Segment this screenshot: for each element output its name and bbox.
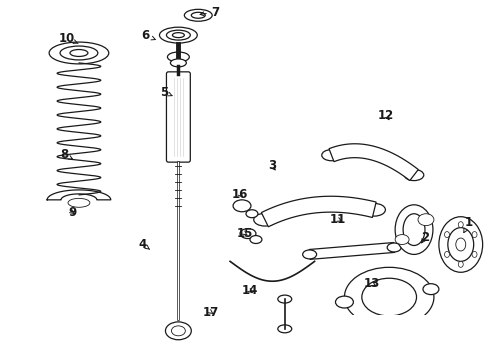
Text: 4: 4: [139, 238, 149, 251]
Ellipse shape: [159, 27, 197, 43]
Polygon shape: [261, 196, 376, 227]
Ellipse shape: [472, 231, 477, 238]
Ellipse shape: [233, 200, 251, 212]
Ellipse shape: [458, 261, 463, 267]
Ellipse shape: [423, 284, 439, 294]
Ellipse shape: [278, 325, 292, 333]
Ellipse shape: [418, 214, 434, 226]
Ellipse shape: [444, 231, 449, 238]
Ellipse shape: [250, 235, 262, 243]
Ellipse shape: [172, 33, 184, 37]
Text: 10: 10: [59, 32, 78, 45]
Ellipse shape: [167, 30, 190, 40]
Ellipse shape: [344, 267, 434, 327]
FancyBboxPatch shape: [167, 72, 190, 162]
Ellipse shape: [448, 228, 474, 261]
Text: 17: 17: [203, 306, 219, 319]
Ellipse shape: [439, 217, 483, 272]
Text: 14: 14: [242, 284, 258, 297]
Ellipse shape: [168, 52, 189, 62]
Ellipse shape: [322, 150, 341, 161]
Text: 11: 11: [329, 213, 346, 226]
Ellipse shape: [403, 214, 425, 246]
Ellipse shape: [184, 9, 212, 21]
Text: 1: 1: [464, 216, 473, 233]
Text: 2: 2: [421, 231, 429, 244]
Text: 7: 7: [200, 6, 220, 19]
FancyBboxPatch shape: [349, 315, 429, 335]
Ellipse shape: [68, 198, 90, 207]
Ellipse shape: [172, 326, 185, 336]
Ellipse shape: [404, 170, 424, 181]
Ellipse shape: [444, 251, 449, 257]
Text: 16: 16: [232, 188, 248, 201]
Ellipse shape: [246, 210, 258, 218]
Ellipse shape: [70, 50, 88, 57]
Ellipse shape: [49, 42, 109, 64]
Ellipse shape: [456, 238, 466, 251]
Ellipse shape: [278, 295, 292, 303]
Ellipse shape: [166, 322, 191, 340]
Polygon shape: [309, 243, 394, 259]
Ellipse shape: [191, 12, 205, 18]
Polygon shape: [329, 144, 418, 181]
Text: 13: 13: [364, 277, 380, 290]
Ellipse shape: [171, 59, 186, 67]
Ellipse shape: [362, 278, 416, 316]
Ellipse shape: [458, 222, 463, 228]
Ellipse shape: [254, 213, 276, 226]
Ellipse shape: [240, 229, 256, 239]
Text: 5: 5: [161, 86, 172, 99]
Ellipse shape: [472, 251, 477, 257]
Ellipse shape: [395, 205, 433, 255]
Text: 9: 9: [68, 206, 76, 219]
Ellipse shape: [303, 250, 317, 259]
Text: 3: 3: [268, 159, 276, 172]
Ellipse shape: [60, 46, 98, 60]
Ellipse shape: [387, 243, 401, 252]
Text: 8: 8: [61, 148, 73, 162]
Ellipse shape: [336, 296, 353, 308]
Ellipse shape: [363, 203, 386, 216]
Text: 6: 6: [141, 29, 155, 42]
Text: 15: 15: [237, 227, 253, 240]
Text: 12: 12: [378, 109, 394, 122]
Ellipse shape: [395, 235, 409, 244]
